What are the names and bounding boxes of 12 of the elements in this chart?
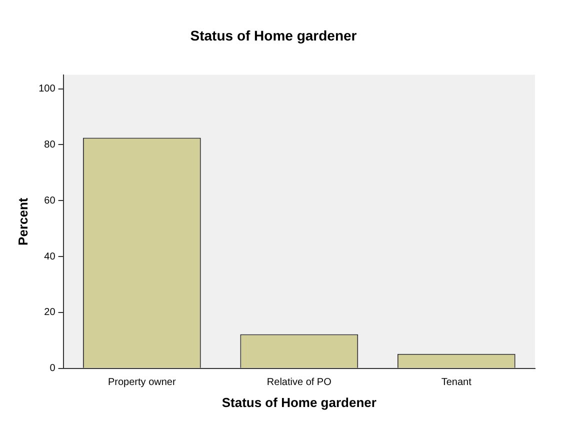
y-tick-label: 80: [44, 139, 56, 150]
x-axis-title: Status of Home gardener: [222, 394, 376, 410]
y-tick-label: 60: [44, 195, 56, 206]
y-tick-label: 40: [44, 251, 56, 262]
y-tick-label: 0: [50, 363, 56, 374]
x-tick-label: Property owner: [108, 377, 176, 388]
y-axis-title: Percent: [15, 197, 30, 246]
y-tick-label: 20: [44, 307, 56, 318]
y-tick-label: 100: [38, 84, 56, 95]
chart-title: Status of Home gardener: [190, 27, 358, 44]
x-tick-label: Tenant: [441, 377, 472, 388]
x-tick-label: Relative of PO: [266, 377, 332, 388]
